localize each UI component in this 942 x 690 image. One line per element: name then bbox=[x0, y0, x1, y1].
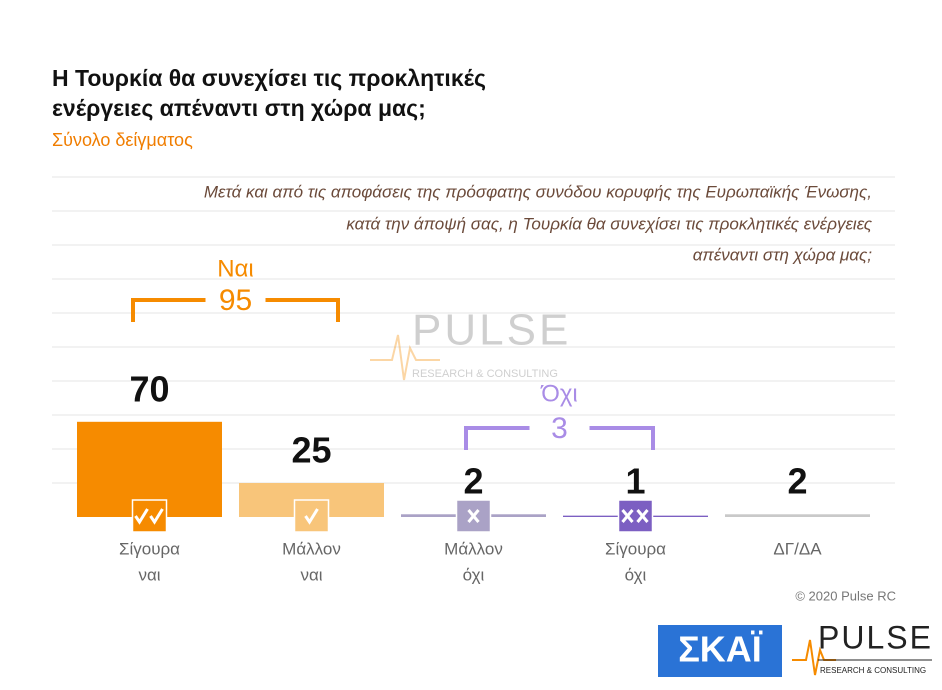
bar-icon-glyph bbox=[636, 509, 649, 523]
value-label: 2 bbox=[787, 461, 807, 502]
plot: 70 Σίγουρα ναι 25 Μάλλον ναι 2 Μάλλον όχι 1 Σίγουρ… bbox=[77, 255, 870, 584]
question: Μετά και από τις αποφάσεις της πρόσφατης… bbox=[204, 182, 872, 201]
bar-icon-glyph bbox=[149, 508, 164, 525]
chart-title: ενέργειες απέναντι στη χώρα μας; bbox=[52, 95, 426, 121]
copyright: © 2020 Pulse RC bbox=[795, 588, 896, 603]
question: κατά την άποψή σας, η Τουρκία θα συνεχίσ… bbox=[346, 214, 872, 233]
skai-logo bbox=[658, 625, 782, 677]
bar-icon-glyph bbox=[134, 508, 149, 525]
value-label: 1 bbox=[625, 461, 645, 502]
x-tick-label: ναι bbox=[138, 565, 160, 584]
group-bracket bbox=[131, 298, 340, 322]
bar-icon-glyph bbox=[621, 509, 634, 523]
x-tick-label: Μάλλον bbox=[282, 539, 341, 558]
bar-icon-glyph bbox=[304, 508, 319, 525]
watermark: PULSE RESEARCH & CONSULTING bbox=[370, 306, 571, 381]
group-label: Όχι bbox=[540, 380, 578, 407]
skai-logo-text: ΣΚΑΪ bbox=[678, 629, 763, 670]
bar bbox=[725, 514, 870, 517]
question: απέναντι στη χώρα μας; bbox=[693, 245, 873, 264]
value-label: 2 bbox=[463, 461, 483, 502]
x-tick-label: Σίγουρα bbox=[119, 539, 180, 558]
group-total: 3 bbox=[551, 412, 568, 445]
pulse-logo: PULSE bbox=[818, 619, 933, 655]
x-tick-label: ναι bbox=[300, 565, 322, 584]
value-label: 70 bbox=[129, 368, 169, 409]
x-tick-label: Σίγουρα bbox=[605, 539, 666, 558]
watermark-text: PULSE bbox=[412, 306, 571, 355]
bar-icon bbox=[617, 499, 654, 533]
chart-subtitle: Σύνολο δείγματος bbox=[52, 130, 193, 150]
x-tick-label: ΔΓ/ΔΑ bbox=[773, 539, 822, 558]
watermark-pulse-line bbox=[370, 334, 440, 381]
group-label: Ναι bbox=[217, 255, 254, 282]
value-label: 25 bbox=[291, 430, 331, 471]
chart-title: Η Τουρκία θα συνεχίσει τις προκλητικές bbox=[52, 65, 486, 91]
x-tick-label: όχι bbox=[625, 565, 647, 584]
bar-icon-glyph bbox=[467, 509, 480, 523]
bar-icon bbox=[131, 499, 168, 533]
x-tick-label: Μάλλον bbox=[444, 539, 503, 558]
pulse-logo-sub: RESEARCH & CONSULTING bbox=[820, 666, 926, 675]
watermark-subtext: RESEARCH & CONSULTING bbox=[412, 368, 558, 380]
x-tick-label: όχι bbox=[463, 565, 485, 584]
group-bracket bbox=[464, 426, 655, 450]
group-total: 95 bbox=[219, 284, 252, 317]
